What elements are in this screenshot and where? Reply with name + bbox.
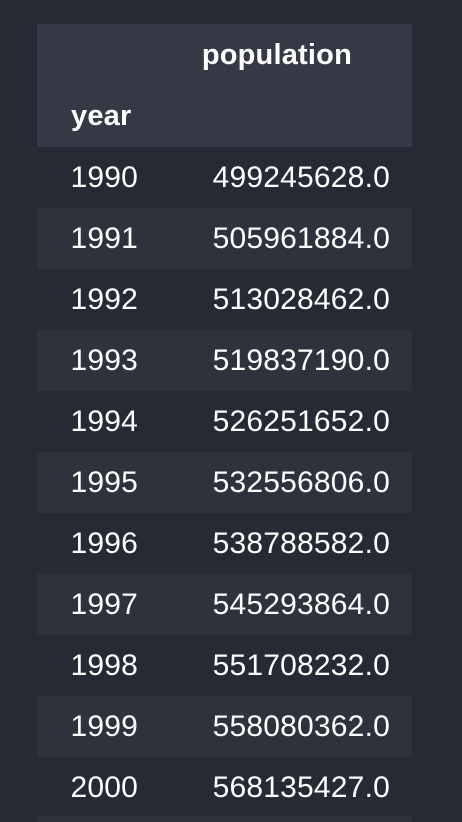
row-year: 1994: [70, 404, 138, 438]
row-year: 1990: [70, 160, 138, 194]
row-population: 568135427.0: [212, 770, 390, 804]
table-row: 1993 519837190.0: [37, 330, 412, 391]
row-population: 532556806.0: [212, 465, 390, 499]
table-row: 1997 545293864.0: [37, 574, 412, 635]
row-population: 519837190.0: [212, 343, 390, 377]
row-population: 538788582.0: [212, 526, 390, 560]
row-population: 545293864.0: [212, 587, 390, 621]
table-row: 1991 505961884.0: [37, 208, 412, 269]
row-population: 526251652.0: [212, 404, 390, 438]
next-row-peek: [37, 816, 412, 822]
row-population: 551708232.0: [212, 648, 390, 682]
table-row: 1996 538788582.0: [37, 513, 412, 574]
row-population: 513028462.0: [212, 282, 390, 316]
table-row: 1990 499245628.0: [37, 147, 412, 208]
row-population: 499245628.0: [212, 160, 390, 194]
table-row: 1992 513028462.0: [37, 269, 412, 330]
table-row: 2000 568135427.0: [37, 757, 412, 818]
row-year: 1992: [70, 282, 138, 316]
row-year: 1996: [70, 526, 138, 560]
row-population: 558080362.0: [212, 709, 390, 743]
table-row: 1998 551708232.0: [37, 635, 412, 696]
row-year: 1995: [70, 465, 138, 499]
index-name-year: year: [71, 100, 132, 132]
table-row: 1995 532556806.0: [37, 452, 412, 513]
row-population: 505961884.0: [212, 221, 390, 255]
table-body: 1990 499245628.0 1991 505961884.0 1992 5…: [37, 147, 412, 818]
row-year: 1991: [70, 221, 138, 255]
column-header-population: population: [201, 38, 352, 71]
index-name-row: year: [37, 86, 412, 147]
table-row: 1994 526251652.0: [37, 391, 412, 452]
row-year: 1997: [70, 587, 138, 621]
row-year: 1999: [70, 709, 138, 743]
row-year: 1993: [70, 343, 138, 377]
table-row: 1999 558080362.0: [37, 696, 412, 757]
column-header-row: population: [37, 24, 412, 86]
row-year: 1998: [70, 648, 138, 682]
row-year: 2000: [70, 770, 138, 804]
dataframe-table: population year 1990 499245628.0 1991 50…: [37, 24, 412, 818]
